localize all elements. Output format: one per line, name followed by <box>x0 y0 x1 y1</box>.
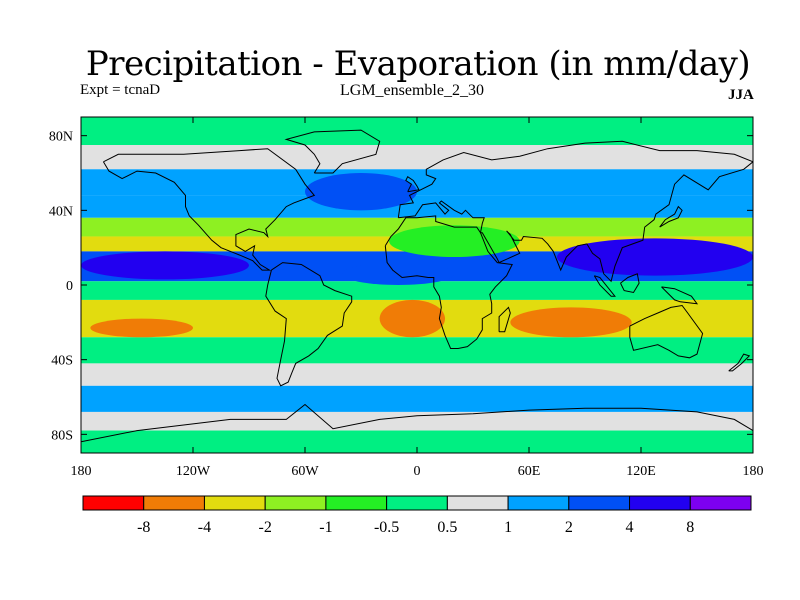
map-axes: 180 120W 60W 0 60E 120E 180 80N 40N 0 40S 80S <box>49 117 764 479</box>
band-7 <box>81 281 753 300</box>
colorbar-label-2: -2 <box>259 519 272 536</box>
coastline-uk <box>405 175 420 193</box>
plot-title: Precipitation - Evaporation (in mm/day) <box>85 44 751 84</box>
band-3 <box>81 195 753 218</box>
coastline-north-america <box>102 148 316 271</box>
feature-4 <box>379 299 446 338</box>
coastline-japan <box>659 205 683 228</box>
x-tick-label-6: 180 <box>743 464 764 479</box>
x-tick-label-4: 60E <box>518 464 541 479</box>
y-tick-label-0: 80N <box>49 130 73 145</box>
colorbar-swatch-7 <box>507 495 570 511</box>
feature-7 <box>389 225 520 257</box>
colorbar-swatch-0 <box>82 495 145 511</box>
colorbar-swatch-8 <box>568 495 631 511</box>
feature-0 <box>81 251 249 280</box>
x-tick-label-0: 180 <box>71 464 92 479</box>
colorbar-label-3: -1 <box>319 519 332 536</box>
coastline-south-america <box>265 262 353 387</box>
feature-6 <box>305 173 417 211</box>
x-tick-label-2: 60W <box>291 464 319 479</box>
colorbar-swatch-6 <box>446 495 509 511</box>
coastline-sumatra <box>593 275 616 297</box>
colorbar-label-9: 8 <box>686 519 694 536</box>
y-tick-label-3: 40S <box>51 354 73 369</box>
band-1 <box>81 145 753 170</box>
colorbar-swatch-9 <box>629 495 691 511</box>
coastline-new-zealand <box>728 353 751 372</box>
band-10 <box>81 363 753 386</box>
colorbar-label-8: 4 <box>626 519 634 536</box>
x-tick-label-1: 120W <box>176 464 211 479</box>
feature-8 <box>81 430 753 453</box>
colorbar-label-1: -4 <box>198 519 211 536</box>
coastline-madagascar <box>498 306 511 333</box>
colorbar-label-4: -0.5 <box>374 519 399 536</box>
y-tick-label-1: 40N <box>49 204 73 219</box>
precipitation-field <box>81 117 753 453</box>
feature-3 <box>90 318 193 338</box>
coastline-australia <box>629 304 704 359</box>
colorbar-swatch-2 <box>203 495 266 511</box>
colorbar-label-6: 1 <box>504 519 512 536</box>
coastlines <box>81 129 753 443</box>
colorbar-swatch-10 <box>689 495 752 511</box>
colorbar-swatch-4 <box>325 495 388 511</box>
coastline-new-guinea <box>661 286 699 305</box>
coastline-africa <box>384 215 513 349</box>
band-4 <box>81 217 753 237</box>
feature-5 <box>510 307 632 338</box>
colorbar-label-7: 2 <box>565 519 573 536</box>
colorbar-swatch-3 <box>264 495 327 511</box>
colorbar-label-5: 0.5 <box>437 519 457 536</box>
coastline-eurasia <box>397 140 753 283</box>
feature-1 <box>342 262 455 285</box>
colorbar-label-0: -8 <box>137 519 150 536</box>
y-tick-label-2: 0 <box>66 279 73 294</box>
experiment-label: Expt = tcnaD <box>80 82 161 98</box>
band-11 <box>81 385 753 412</box>
run-name-label: LGM_ensemble_2_30 <box>340 82 484 99</box>
coastline-greenland <box>284 129 381 174</box>
y-tick-label-4: 80S <box>51 428 73 443</box>
coastline-antarctica <box>81 403 753 443</box>
colorbar-swatch-1 <box>143 495 205 511</box>
band-9 <box>81 337 753 364</box>
x-tick-label-5: 120E <box>626 464 656 479</box>
colorbar: -8 -4 -2 -1 -0.5 0.5 1 2 4 8 <box>82 495 752 536</box>
feature-2 <box>557 238 753 276</box>
x-tick-label-3: 0 <box>414 464 421 479</box>
coastline-borneo <box>620 273 640 294</box>
season-label: JJA <box>728 87 754 103</box>
colorbar-swatch-5 <box>386 495 448 511</box>
band-12 <box>81 411 753 431</box>
band-2 <box>81 169 753 196</box>
